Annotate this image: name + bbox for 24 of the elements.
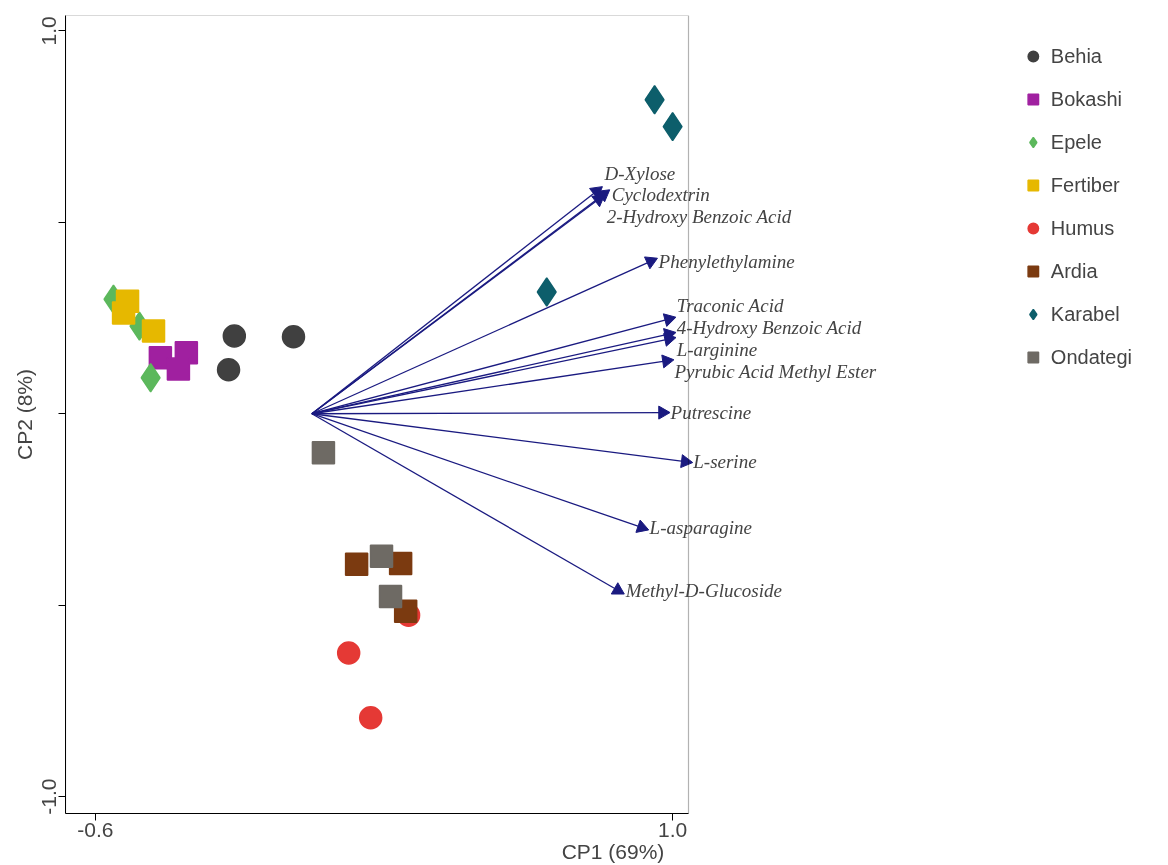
series-label: Pyrubic Acid Methyl Ester [673, 360, 877, 382]
series-label: L-serine [692, 451, 757, 473]
series-label: Phenylethylamine [657, 250, 795, 272]
legend-label: Behia [1050, 44, 1102, 68]
series-label: L-arginine [675, 338, 758, 360]
legend-label: Bokashi [1050, 87, 1122, 111]
legend-label: Fertiber [1050, 173, 1120, 197]
legend-label: Karabel [1050, 302, 1120, 326]
series-label: Cyclodextrin [611, 184, 710, 206]
legend-label: Epele [1050, 130, 1102, 154]
series-label: L-asparagine [648, 516, 753, 538]
legend-label: Ardia [1050, 259, 1098, 283]
legend-label: Ondategi [1050, 345, 1132, 369]
series-label: 4-Hydroxy Benzoic Acid [676, 316, 862, 338]
y-tick-label: -1.0 [37, 778, 61, 815]
series-label: D-Xylose [603, 162, 676, 184]
series-label: 2-Hydroxy Benzoic Acid [606, 206, 792, 228]
series-label: Traconic Acid [676, 294, 784, 316]
x-tick-label: -0.6 [77, 817, 114, 841]
series-label: Putrescine [669, 402, 752, 424]
legend-label: Humus [1050, 216, 1115, 240]
x-axis-title: CP1 (69%) [561, 839, 665, 863]
y-axis-title: CP2 (8%) [12, 368, 36, 461]
series-label: Methyl-D-Glucoside [624, 579, 782, 601]
